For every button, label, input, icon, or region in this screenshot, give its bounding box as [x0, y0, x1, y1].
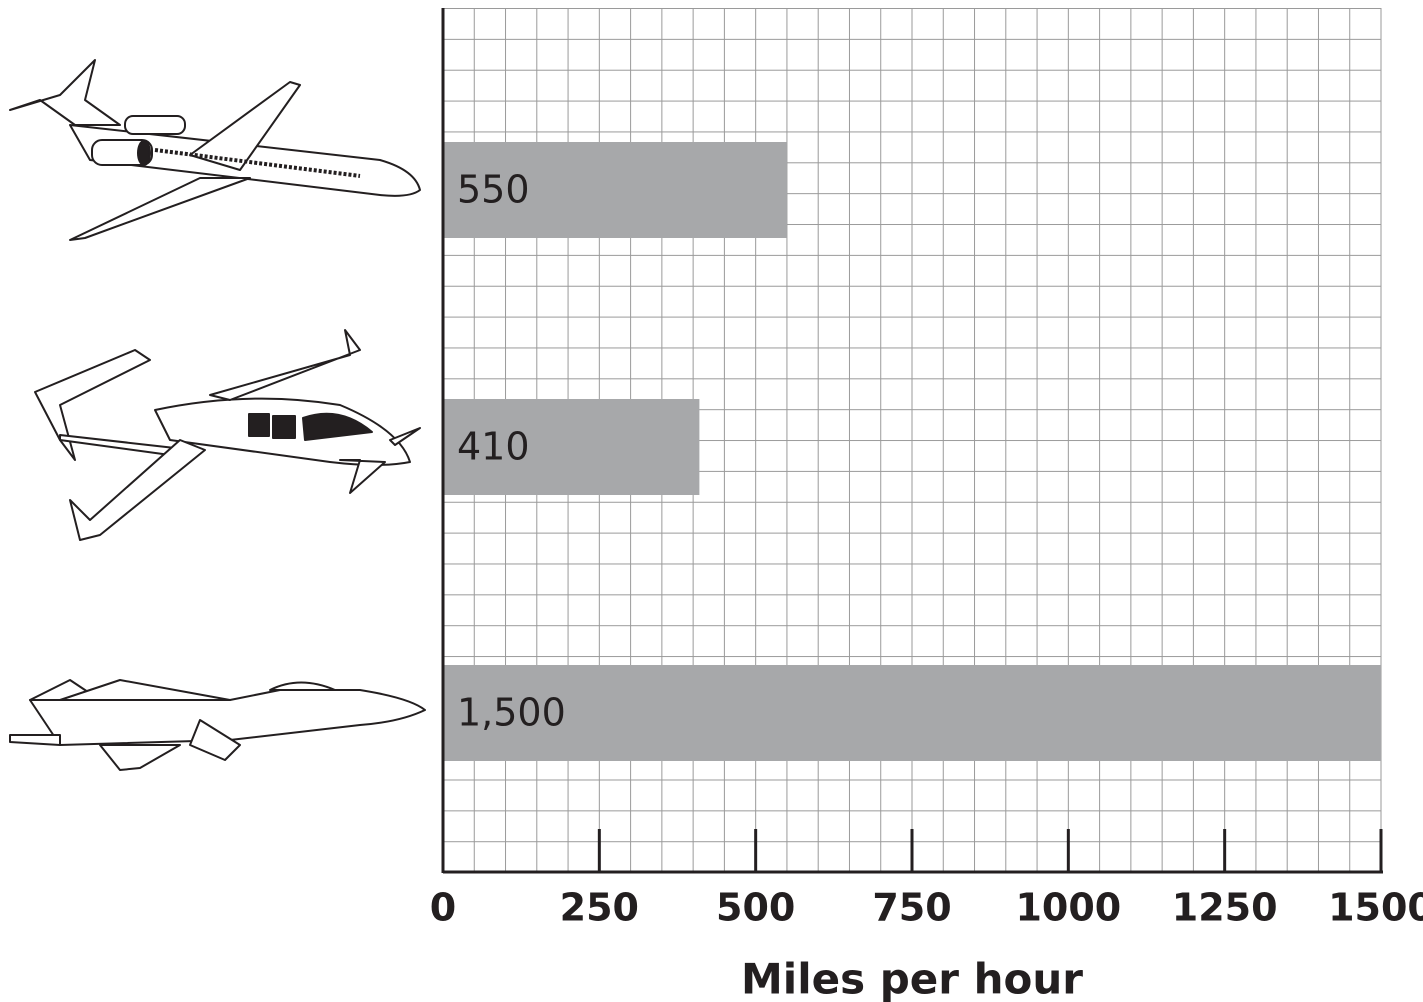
chart: 550 410 1,500 0 250 500 750 1000 1250 1500 Miles… — [0, 0, 1423, 1002]
x-tick-label: 0 — [430, 886, 456, 930]
x-tick-label: 250 — [560, 886, 639, 930]
x-tick-label: 1250 — [1172, 886, 1278, 930]
x-tick-label: 1000 — [1015, 886, 1121, 930]
airliner-icon — [10, 60, 420, 240]
x-tick-label: 1500 — [1328, 886, 1423, 930]
x-tick-label: 500 — [716, 886, 795, 930]
value-label: 1,500 — [457, 691, 566, 735]
value-label: 550 — [457, 168, 530, 212]
fighter-jet-icon — [10, 680, 425, 770]
business-plane-icon — [35, 330, 420, 540]
x-axis-label: Miles per hour — [741, 955, 1083, 1002]
bar — [443, 665, 1381, 761]
x-tick-label: 750 — [872, 886, 951, 930]
value-label: 410 — [457, 425, 530, 469]
